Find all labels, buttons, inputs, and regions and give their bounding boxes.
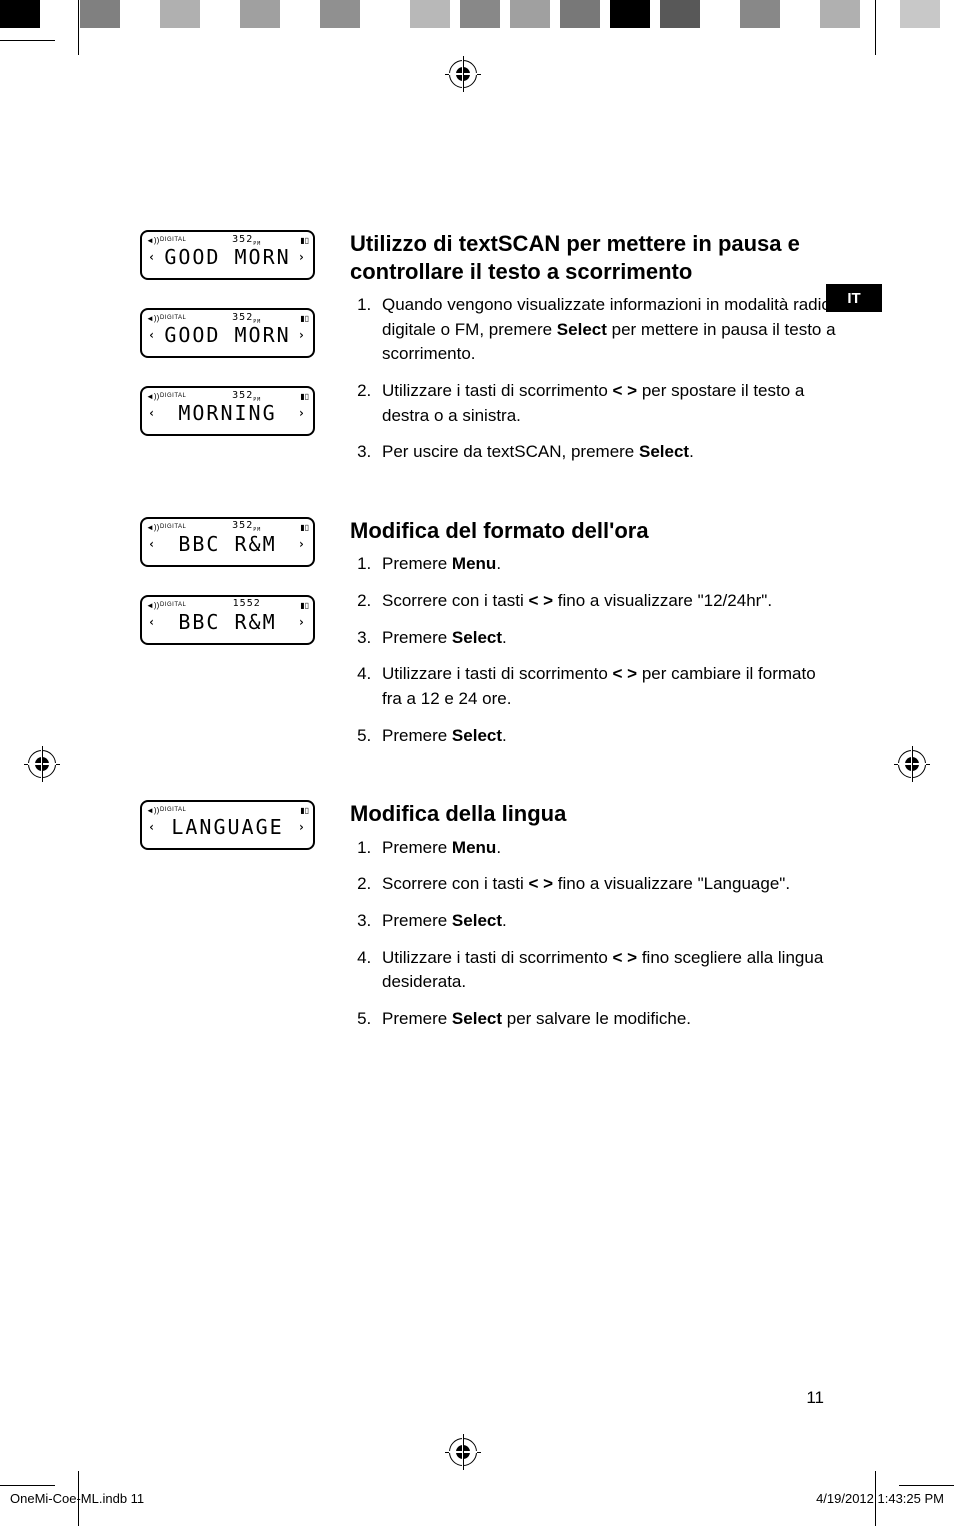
instruction-step: Scorrere con i tasti < > fino a visualiz… — [376, 872, 840, 897]
speaker-icon: ◄)) — [146, 523, 159, 532]
crop-mark — [875, 0, 876, 55]
crop-mark — [0, 40, 55, 41]
registration-mark-icon — [898, 750, 926, 778]
lcd-text: BBC R&M — [178, 612, 276, 632]
instruction-step: Utilizzare i tasti di scorrimento < > pe… — [376, 379, 840, 428]
speaker-icon: ◄)) — [146, 806, 159, 815]
instruction-step: Utilizzare i tasti di scorrimento < > pe… — [376, 662, 840, 711]
footer-timestamp: 4/19/2012 1:43:25 PM — [816, 1491, 944, 1506]
instruction-step: Premere Menu. — [376, 552, 840, 577]
registration-mark-icon — [449, 1438, 477, 1466]
lcd-display: ◄)) ▮▯ DIGITAL352PM ‹GOOD MORN› — [140, 308, 315, 358]
instruction-step: Premere Select per salvare le modifiche. — [376, 1007, 840, 1032]
instruction-step: Per uscire da textSCAN, premere Select. — [376, 440, 840, 465]
instruction-step: Quando vengono visualizzate informazioni… — [376, 293, 840, 367]
battery-icon: ▮▯ — [300, 806, 309, 815]
footer-filename: OneMi-Coe-ML.indb 11 — [10, 1491, 144, 1506]
lcd-group-1: ◄)) ▮▯ DIGITAL352PM ‹GOOD MORN› ◄)) ▮▯ D… — [140, 230, 320, 477]
lcd-text: LANGUAGE — [171, 817, 283, 837]
page-content: ◄)) ▮▯ DIGITAL352PM ‹GOOD MORN› ◄)) ▮▯ D… — [140, 230, 840, 1084]
crop-mark — [899, 1485, 954, 1486]
lcd-group-2: ◄)) ▮▯ DIGITAL352PM ‹BBC R&M› ◄)) ▮▯ DIG… — [140, 517, 320, 760]
speaker-icon: ◄)) — [146, 236, 159, 245]
speaker-icon: ◄)) — [146, 314, 159, 323]
speaker-icon: ◄)) — [146, 601, 159, 610]
instruction-step: Premere Select. — [376, 626, 840, 651]
lcd-text: GOOD MORN — [164, 325, 290, 345]
lcd-text: BBC R&M — [178, 534, 276, 554]
lcd-text: MORNING — [178, 403, 276, 423]
lcd-group-3: ◄)) ▮▯ DIGITAL ‹LANGUAGE› — [140, 800, 320, 1043]
battery-icon: ▮▯ — [300, 523, 309, 532]
section-heading: Utilizzo di textSCAN per mettere in paus… — [350, 230, 840, 285]
battery-icon: ▮▯ — [300, 601, 309, 610]
instruction-step: Premere Select. — [376, 909, 840, 934]
speaker-icon: ◄)) — [146, 392, 159, 401]
section-heading: Modifica della lingua — [350, 800, 840, 828]
instruction-list: Premere Menu. Scorrere con i tasti < > fi… — [350, 836, 840, 1032]
lcd-text: GOOD MORN — [164, 247, 290, 267]
lcd-display: ◄)) ▮▯ DIGITAL352PM ‹GOOD MORN› — [140, 230, 315, 280]
page-number: 11 — [806, 1388, 824, 1408]
instruction-step: Premere Select. — [376, 724, 840, 749]
section-heading: Modifica del formato dell'ora — [350, 517, 840, 545]
instruction-step: Premere Menu. — [376, 836, 840, 861]
instruction-list: Premere Menu. Scorrere con i tasti < > fi… — [350, 552, 840, 748]
lcd-display: ◄)) ▮▯ DIGITAL1552 ‹BBC R&M› — [140, 595, 315, 645]
lcd-display: ◄)) ▮▯ DIGITAL352PM ‹MORNING› — [140, 386, 315, 436]
lcd-display: ◄)) ▮▯ DIGITAL ‹LANGUAGE› — [140, 800, 315, 850]
instruction-step: Utilizzare i tasti di scorrimento < > fi… — [376, 946, 840, 995]
crop-mark — [78, 0, 79, 55]
registration-mark-icon — [28, 750, 56, 778]
battery-icon: ▮▯ — [300, 236, 309, 245]
instruction-list: Quando vengono visualizzate informazioni… — [350, 293, 840, 465]
color-bar — [0, 0, 954, 28]
lcd-display: ◄)) ▮▯ DIGITAL352PM ‹BBC R&M› — [140, 517, 315, 567]
battery-icon: ▮▯ — [300, 314, 309, 323]
battery-icon: ▮▯ — [300, 392, 309, 401]
registration-mark-icon — [449, 60, 477, 88]
crop-mark — [0, 1485, 55, 1486]
instruction-step: Scorrere con i tasti < > fino a visualiz… — [376, 589, 840, 614]
